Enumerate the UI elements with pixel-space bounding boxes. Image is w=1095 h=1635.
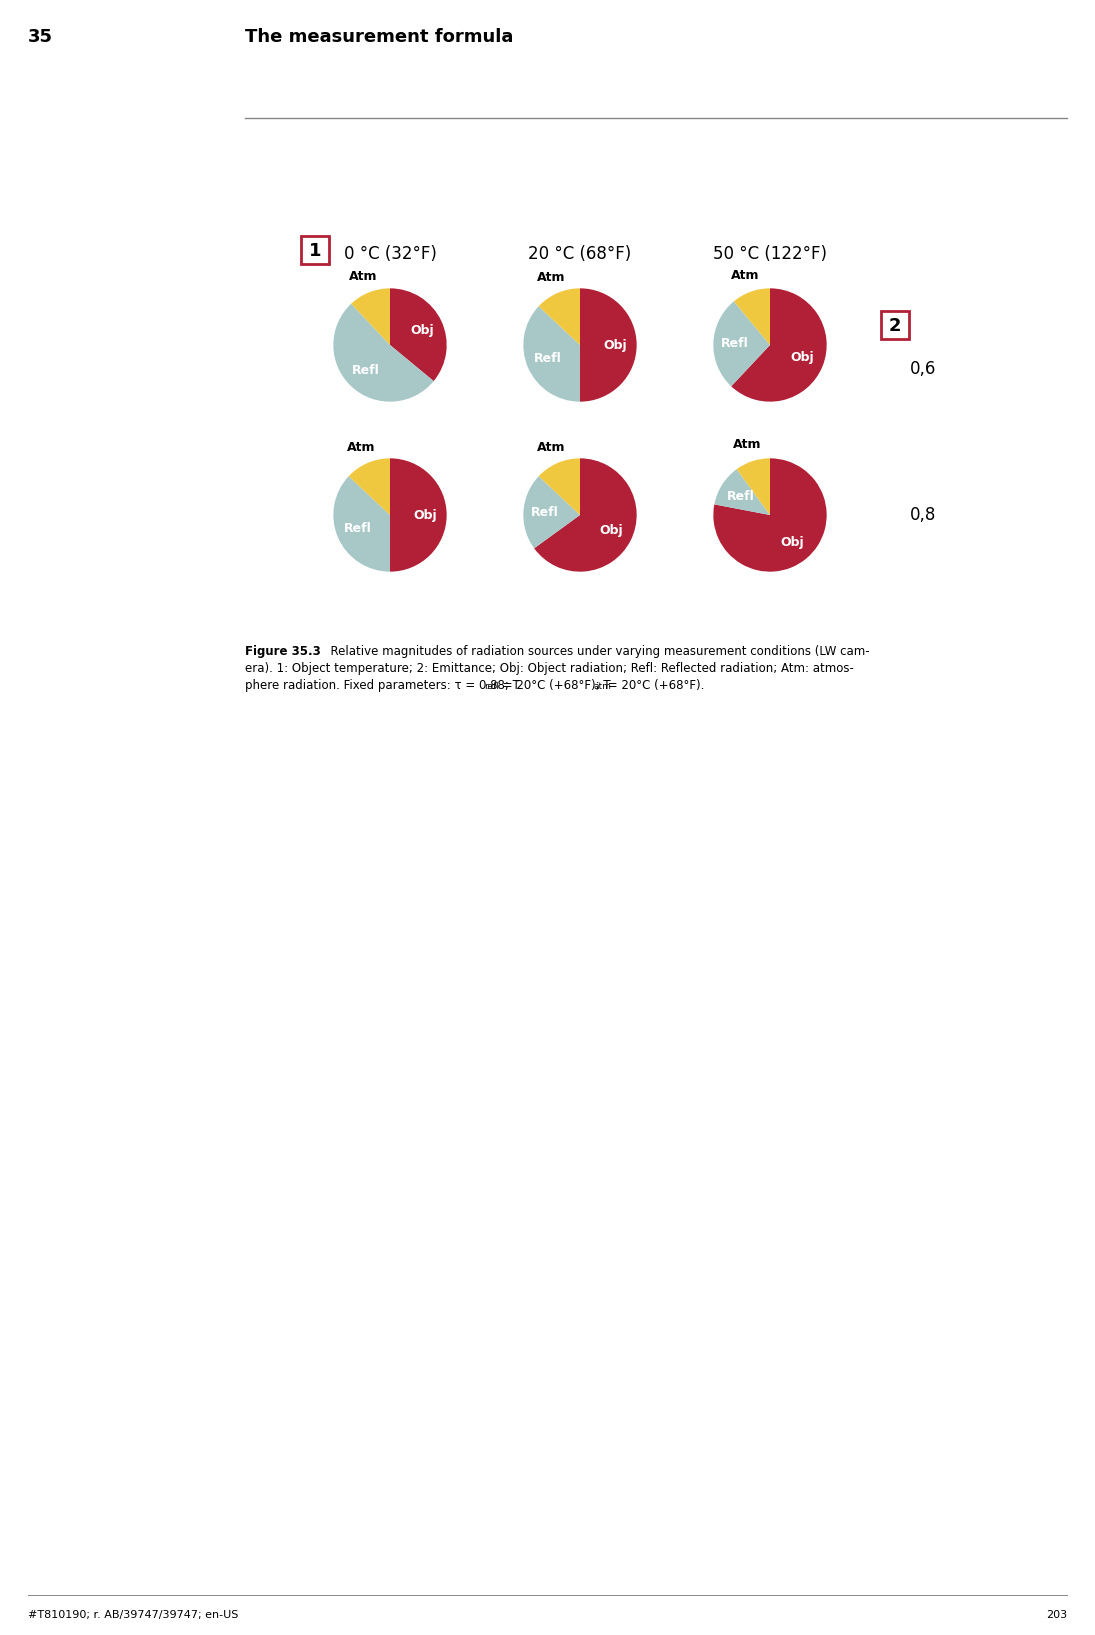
FancyBboxPatch shape (881, 311, 909, 338)
Text: 2: 2 (889, 317, 901, 335)
Wedge shape (333, 304, 434, 402)
Text: 203: 203 (1046, 1610, 1067, 1620)
Text: Obj: Obj (599, 525, 623, 538)
Text: Obj: Obj (410, 324, 434, 337)
Text: atm: atm (593, 682, 611, 692)
Text: Atm: Atm (348, 270, 377, 283)
Wedge shape (390, 458, 447, 572)
Text: Obj: Obj (413, 508, 437, 522)
Wedge shape (713, 458, 827, 572)
Text: Obj: Obj (791, 352, 815, 365)
Text: Atm: Atm (733, 438, 761, 451)
Text: 50 °C (122°F): 50 °C (122°F) (713, 245, 827, 263)
Text: 20 °C (68°F): 20 °C (68°F) (529, 245, 632, 263)
Wedge shape (734, 288, 770, 345)
Text: The measurement formula: The measurement formula (245, 28, 514, 46)
Wedge shape (539, 458, 580, 515)
Text: Figure 35.3: Figure 35.3 (245, 644, 321, 657)
Text: Atm: Atm (346, 441, 374, 455)
Text: = 20°C (+68°F); T: = 20°C (+68°F); T (499, 679, 611, 692)
Text: = 20°C (+68°F).: = 20°C (+68°F). (604, 679, 705, 692)
Text: #T810190; r. AB/39747/39747; en-US: #T810190; r. AB/39747/39747; en-US (28, 1610, 239, 1620)
Wedge shape (348, 458, 390, 515)
Text: 35: 35 (28, 28, 53, 46)
Text: Refl: Refl (721, 337, 749, 350)
FancyBboxPatch shape (301, 235, 328, 263)
Text: refl: refl (484, 682, 499, 692)
Wedge shape (580, 288, 636, 402)
Text: era). 1: Object temperature; 2: Emittance; Obj: Object radiation; Refl: Reflecte: era). 1: Object temperature; 2: Emittanc… (245, 662, 854, 675)
Wedge shape (523, 476, 580, 548)
Text: Relative magnitudes of radiation sources under varying measurement conditions (L: Relative magnitudes of radiation sources… (323, 644, 869, 657)
Text: 0 °C (32°F): 0 °C (32°F) (344, 245, 437, 263)
Text: Refl: Refl (726, 489, 754, 502)
Wedge shape (523, 306, 580, 402)
Text: phere radiation. Fixed parameters: τ = 0.88; T: phere radiation. Fixed parameters: τ = 0… (245, 679, 520, 692)
Text: 1: 1 (309, 242, 321, 260)
Text: Atm: Atm (730, 270, 759, 283)
Wedge shape (390, 288, 447, 381)
Text: Refl: Refl (344, 523, 371, 535)
Wedge shape (539, 288, 580, 345)
Wedge shape (731, 288, 827, 402)
Text: Atm: Atm (537, 271, 565, 284)
Wedge shape (333, 476, 390, 572)
Text: Refl: Refl (353, 365, 380, 378)
Wedge shape (534, 458, 636, 572)
Text: Atm: Atm (537, 441, 565, 455)
Text: Obj: Obj (603, 338, 627, 352)
Text: Refl: Refl (534, 353, 562, 366)
Text: Refl: Refl (531, 507, 558, 520)
Text: Obj: Obj (781, 536, 804, 549)
Wedge shape (351, 288, 390, 345)
Wedge shape (713, 301, 770, 386)
Wedge shape (737, 458, 770, 515)
Wedge shape (714, 469, 770, 515)
Text: 0,6: 0,6 (910, 360, 936, 378)
Text: 0,8: 0,8 (910, 505, 936, 523)
